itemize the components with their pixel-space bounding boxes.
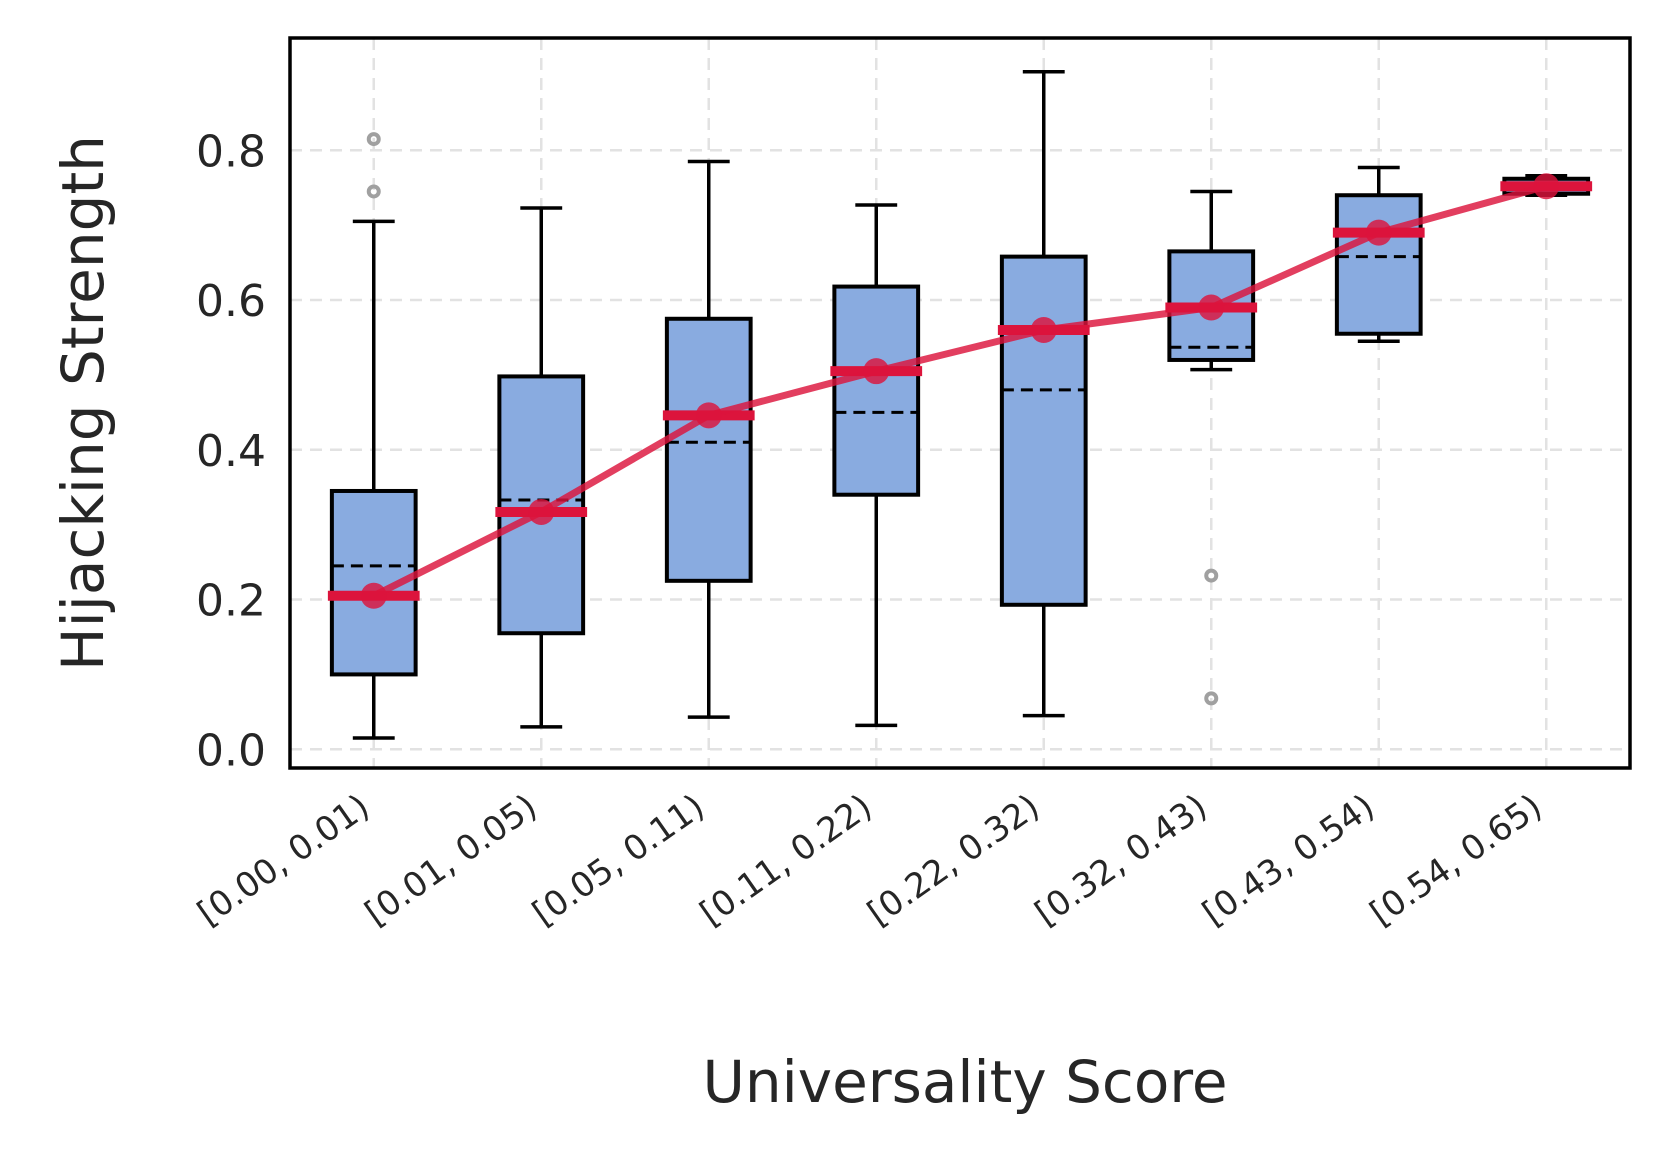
median-point [1030,317,1057,343]
box-group [327,132,420,740]
x-tick-label: [0.32, 0.43) [1028,787,1214,934]
box [999,254,1088,607]
outlier-point [1204,691,1219,706]
box-group [830,203,923,728]
box [664,316,753,583]
box-group [495,206,588,729]
y-tick-label: 0.0 [196,725,266,776]
x-axis-title: Universality Score [702,1048,1227,1116]
grid [290,38,1630,768]
box-group [662,159,755,719]
x-tick-label: [0.05, 0.11) [525,787,711,934]
trend-line [360,173,1560,609]
median-trend-line [372,182,1548,599]
y-tick-label: 0.2 [196,576,266,627]
median-point [863,358,890,385]
median-point [695,402,722,429]
median-point [1365,219,1392,246]
boxes [327,69,1593,740]
x-tick-label: [0.54, 0.65) [1363,787,1549,934]
x-tick-label: [0.11, 0.22) [693,787,879,934]
box-group [1332,165,1425,343]
median-point [1198,294,1225,321]
median-point [360,582,387,609]
median-point [528,498,555,525]
outlier-point [366,184,381,199]
median-point [1533,173,1560,200]
y-tick-label: 0.8 [196,126,266,177]
outlier-point [1204,568,1219,583]
y-axis-title: Hijacking Strength [49,135,117,671]
y-tick-label: 0.4 [196,426,266,477]
outlier-point [366,132,381,147]
x-tick-label: [0.01, 0.05) [358,787,544,934]
x-tick-label: [0.00, 0.01) [190,787,376,934]
y-tick-label: 0.6 [196,276,266,327]
x-ticks: [0.00, 0.01)[0.01, 0.05)[0.05, 0.11)[0.1… [190,787,1549,934]
y-ticks: 0.0 0.2 0.4 0.6 0.8 [196,126,266,776]
x-tick-label: [0.22, 0.32) [860,787,1046,934]
box [1334,193,1423,336]
box [832,284,921,497]
box-group [997,69,1090,718]
plot-frame [288,36,1632,770]
x-tick-label: [0.43, 0.54) [1195,787,1381,934]
box [497,374,586,636]
